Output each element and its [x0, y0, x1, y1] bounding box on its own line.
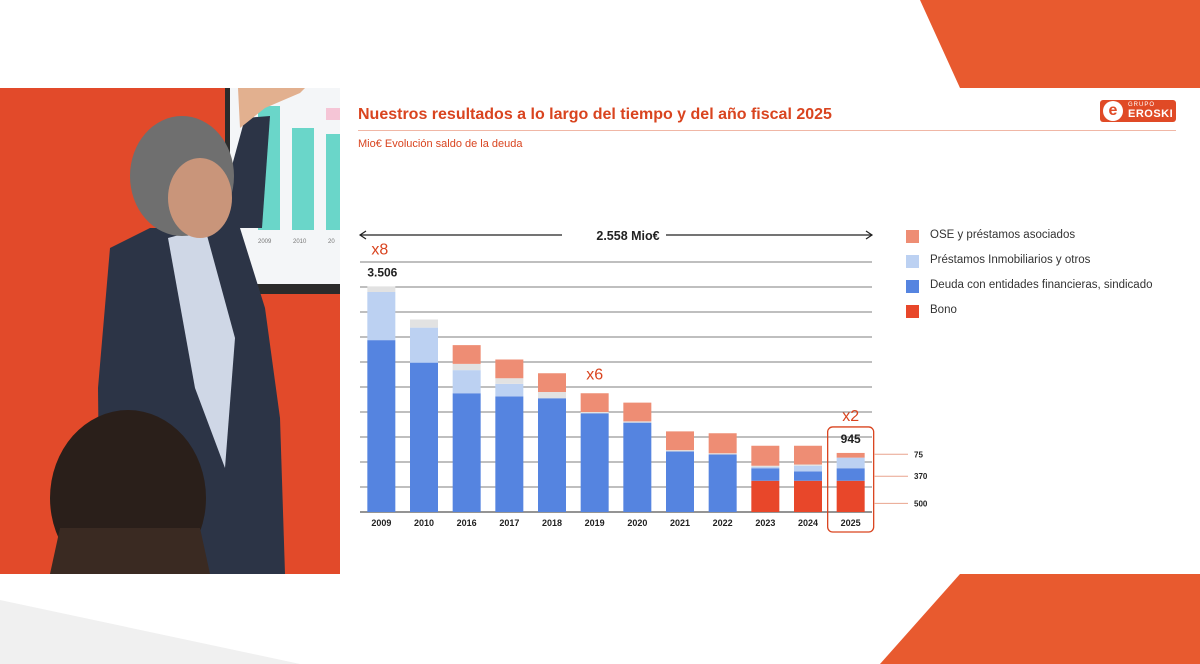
side-value-label: 75 — [914, 450, 923, 459]
multiplier-annotation: x6 — [586, 366, 603, 383]
x-tick-label: 2016 — [457, 518, 477, 528]
x-tick-label: 2019 — [585, 518, 605, 528]
legend-label-ose: OSE y préstamos asociados — [930, 229, 1076, 241]
bar-segment — [452, 363, 481, 371]
speaker-face — [168, 158, 232, 238]
legend-swatch-bono — [906, 305, 919, 318]
speaker-hand — [238, 88, 305, 128]
bar-segment — [794, 464, 822, 466]
bar-segment — [538, 398, 566, 512]
bg-tick-2010: 2010 — [293, 239, 307, 245]
slide-subtitle: Mio€ Evolución saldo de la deuda — [358, 138, 523, 150]
logo-name-text: EROSKI — [1128, 108, 1174, 120]
bar-segment — [666, 451, 694, 512]
span-arrow-right-head — [865, 230, 874, 240]
total-data-label: 3.506 — [367, 265, 397, 279]
bar-segment — [580, 393, 609, 412]
legend-label-deuda: Deuda con entidades financieras, sindica… — [930, 279, 1153, 291]
bar-segment — [708, 453, 737, 455]
bar-segment — [367, 292, 396, 341]
title-divider — [358, 130, 1176, 131]
slide: Nuestros resultados a lo largo del tiemp… — [340, 88, 1200, 574]
bar-segment — [452, 393, 481, 512]
x-tick-label: 2025 — [841, 518, 861, 528]
slide-title: Nuestros resultados a lo largo del tiemp… — [358, 106, 832, 123]
side-value-label: 500 — [914, 499, 928, 508]
legend-swatch-ose — [906, 230, 919, 243]
highlight-box — [827, 426, 875, 533]
bar-segment — [410, 319, 438, 328]
bar-segment — [452, 370, 481, 394]
bar-segment — [495, 396, 524, 512]
bar-segment — [410, 362, 438, 512]
bar-segment — [836, 452, 865, 458]
presentation-frame: 2009 2010 20 Nuestros resultados a lo la… — [0, 88, 1200, 574]
bar-segment — [580, 413, 609, 512]
bar-segment — [495, 383, 524, 397]
bar-segment — [794, 471, 822, 481]
bar-segment — [410, 327, 438, 363]
bar-segment — [708, 454, 737, 512]
legend-label-bono: Bono — [930, 304, 957, 316]
bar-segment — [836, 468, 865, 481]
bg-tick-2009: 2009 — [258, 239, 272, 245]
speaker-video: 2009 2010 20 — [0, 88, 340, 574]
bg-bar — [292, 128, 314, 230]
speaker-shirt — [168, 228, 235, 468]
bar-segment — [538, 373, 566, 392]
x-tick-label: 2018 — [542, 518, 562, 528]
span-arrow-left-head — [358, 230, 367, 240]
bar-segment — [623, 421, 652, 423]
bar-segment — [751, 480, 780, 512]
x-tick-label: 2023 — [755, 518, 775, 528]
bar-segment — [794, 445, 822, 465]
bar-segment — [452, 345, 481, 364]
legend-label-inmobiliarios: Préstamos Inmobiliarios y otros — [930, 254, 1091, 266]
bar-segment — [367, 340, 396, 512]
side-value-label: 370 — [914, 472, 928, 481]
bar-segment — [751, 465, 780, 467]
x-tick-label: 2024 — [798, 518, 818, 528]
debt-chart: 2009 2010 2016 2017 2018 2019 2020 2021 2022 2023… — [358, 229, 928, 533]
bar-segment — [367, 286, 396, 292]
multiplier-annotation: x2 — [842, 408, 859, 425]
legend-swatch-deuda — [906, 280, 919, 293]
bar-segment — [580, 412, 609, 414]
bar-segment — [538, 392, 566, 399]
multiplier-annotation: x8 — [371, 241, 388, 258]
bar-segment — [623, 422, 652, 512]
span-label: 2.558 Mio€ — [596, 229, 659, 243]
total-data-label: 945 — [841, 432, 861, 446]
speaker-scene: 2009 2010 20 — [0, 88, 340, 574]
bg-bar — [326, 134, 340, 230]
bar-segment — [751, 445, 780, 466]
x-tick-label: 2021 — [670, 518, 690, 528]
bar-segment — [836, 480, 865, 512]
x-tick-label: 2017 — [499, 518, 519, 528]
bar-segment — [495, 359, 524, 379]
bar-segment — [836, 457, 865, 469]
bar-segment — [495, 378, 524, 384]
bar-segment — [666, 431, 694, 451]
bar-segment — [751, 467, 780, 469]
bar-segment — [794, 480, 822, 512]
legend-swatch-inmobiliarios — [906, 255, 919, 268]
bar-segment — [708, 433, 737, 454]
x-tick-label: 2022 — [713, 518, 733, 528]
eroski-logo: e GRUPO EROSKI — [1100, 100, 1176, 122]
x-tick-label: 2020 — [627, 518, 647, 528]
bar-segment — [623, 402, 652, 422]
logo-e-icon: e — [1103, 101, 1123, 121]
x-tick-label: 2009 — [371, 518, 391, 528]
bar-segment — [751, 468, 780, 481]
bar-segment — [794, 465, 822, 472]
bar-segment — [666, 450, 694, 452]
logo-grupo-text: GRUPO — [1128, 102, 1156, 108]
x-tick-label: 2010 — [414, 518, 434, 528]
bg-tick-partial: 20 — [328, 239, 335, 245]
